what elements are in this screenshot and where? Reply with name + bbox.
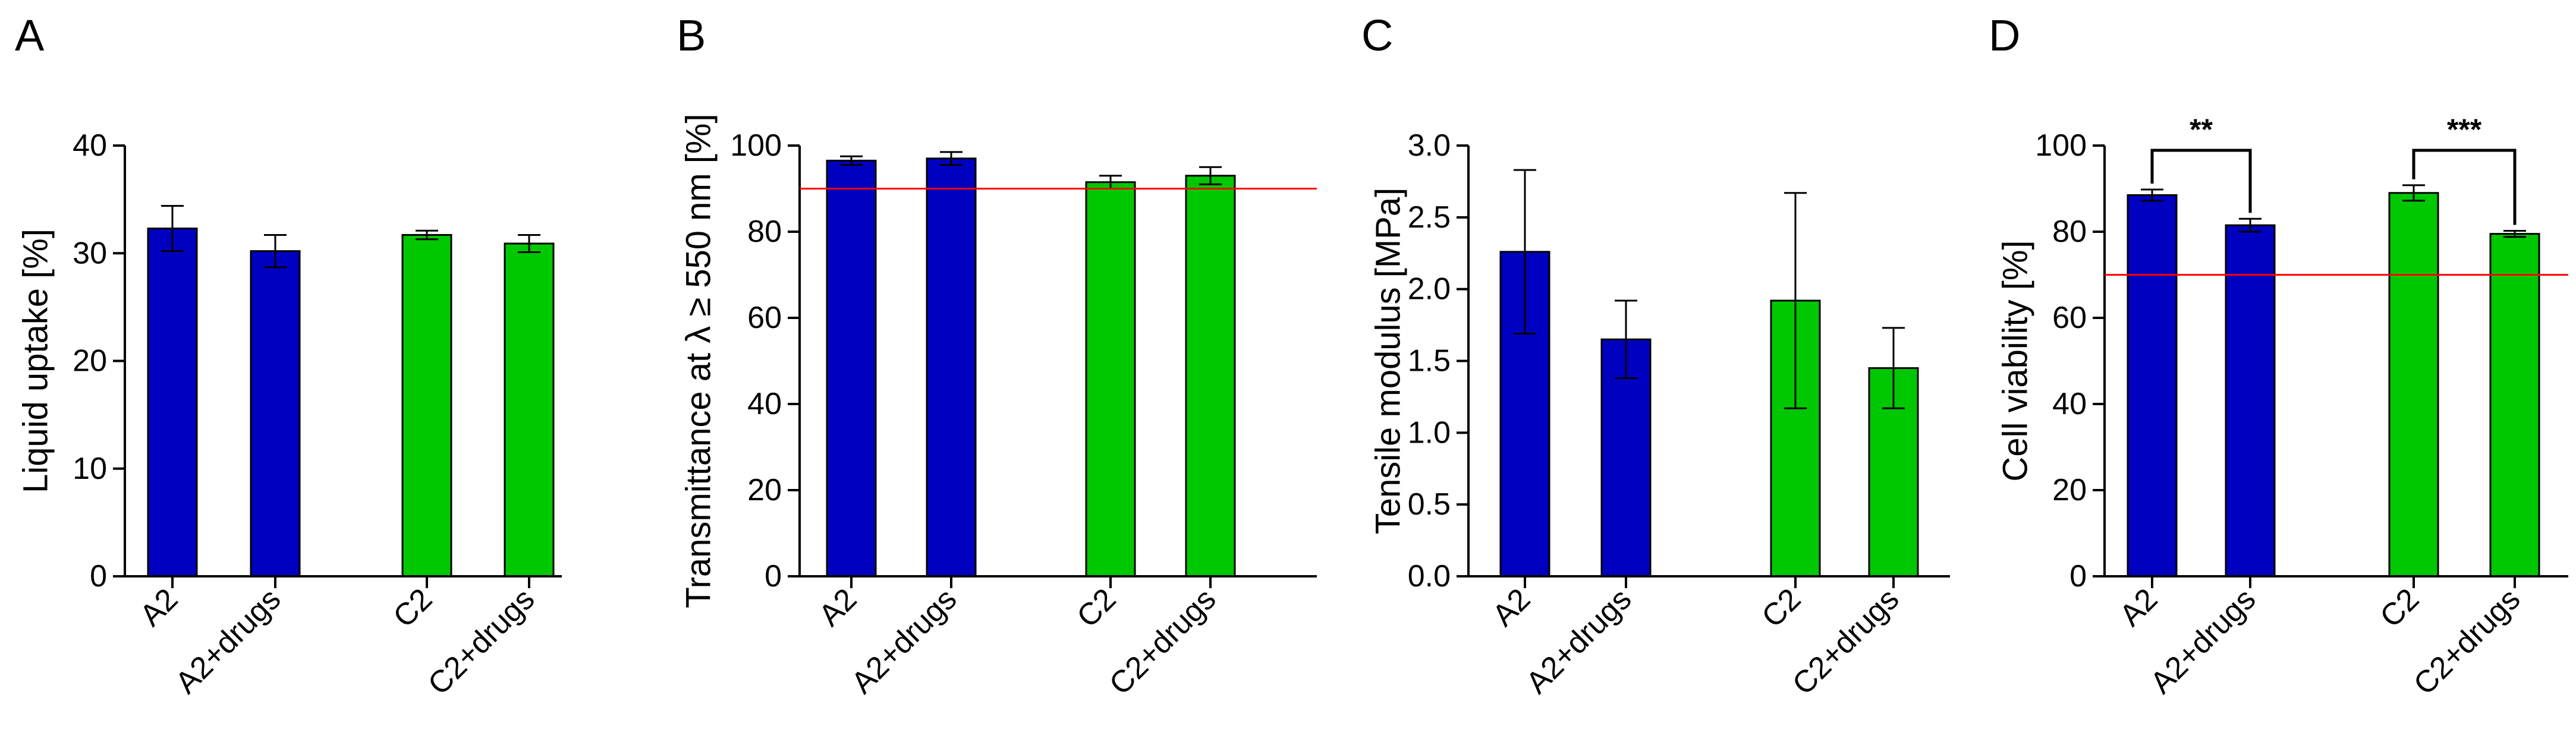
- x-category-label: A2+drugs: [1520, 582, 1638, 700]
- bar-c2: [1085, 181, 1136, 577]
- x-category-label: A2+drugs: [169, 582, 287, 700]
- x-category-label: A2: [812, 582, 863, 633]
- x-category-label: C2+drugs: [422, 582, 541, 701]
- y-axis-label: Tensile modulus [MPa]: [1369, 188, 1408, 534]
- bar-a2: [826, 159, 877, 577]
- significance-label: **: [2190, 113, 2213, 146]
- y-axis-label: Liquid uptake [%]: [17, 229, 55, 493]
- x-category-label: C2: [1755, 582, 1807, 634]
- bar-a2: [2127, 194, 2178, 577]
- bar-c2-plus-drugs: [504, 242, 555, 577]
- bar-a2: [147, 228, 198, 577]
- chart-panel-d: D Cell viability [%] 0 20 40 60 80 100 A2A2+drug…: [1989, 11, 2568, 702]
- y-tick-label: 40: [73, 128, 107, 163]
- chart-panel-c: C Tensile modulus [MPa]0.0 0.5 1.0 1.5 2.0 2.5…: [1361, 11, 1950, 702]
- y-tick-label: 40: [2052, 387, 2087, 421]
- x-category-label: C2+drugs: [1786, 582, 1905, 701]
- y-tick-label: 3.0: [1408, 128, 1451, 163]
- y-tick-label: 0.0: [1408, 559, 1451, 594]
- significance-bracket: [2150, 149, 2252, 213]
- x-category-label: A2+drugs: [845, 582, 963, 700]
- bar-a2-plus-drugs: [926, 157, 977, 577]
- panel-letter: D: [1989, 11, 2020, 60]
- y-tick-label: 60: [2052, 301, 2087, 335]
- y-tick-label: 20: [747, 473, 782, 507]
- y-tick-label: 0: [90, 559, 107, 594]
- bar-a2-plus-drugs: [2225, 224, 2276, 577]
- panel-letter: A: [15, 11, 45, 60]
- y-tick-label: 1.0: [1408, 415, 1451, 450]
- y-tick-label: 60: [747, 301, 782, 335]
- chart-panel-b: B Transmittance at λ ≥ 550 nm [%] 0 20 40 60 8…: [677, 11, 1317, 702]
- y-tick-label: 100: [2035, 128, 2087, 163]
- bar-c2-plus-drugs: [2489, 233, 2540, 577]
- bar-a2-plus-drugs: [250, 250, 301, 577]
- x-category-label: A2: [2113, 582, 2164, 633]
- panel-letter: C: [1361, 11, 1393, 60]
- y-tick-label: 2.5: [1408, 200, 1451, 235]
- panel-letter: B: [677, 11, 706, 60]
- y-tick-label: 2.0: [1408, 272, 1451, 307]
- y-tick-label: 30: [73, 236, 107, 270]
- y-axis-label: Cell viability [%]: [1996, 240, 2035, 481]
- y-tick-label: 40: [747, 387, 782, 421]
- y-axis-label: Transmittance at λ ≥ 550 nm [%]: [680, 113, 718, 608]
- significance-label: ***: [2447, 113, 2482, 146]
- x-category-label: C2: [2373, 582, 2426, 634]
- y-tick-label: 20: [73, 344, 107, 378]
- x-category-label: C2+drugs: [2407, 582, 2527, 701]
- x-category-label: A2: [1486, 582, 1537, 633]
- y-tick-label: 0.5: [1408, 487, 1451, 522]
- bar-c2: [2388, 192, 2439, 577]
- x-category-label: A2+drugs: [2144, 582, 2262, 700]
- y-tick-label: 10: [73, 452, 107, 486]
- y-tick-label: 0: [765, 559, 782, 594]
- x-category-label: C2: [1070, 582, 1122, 634]
- y-tick-label: 0: [2069, 559, 2087, 594]
- x-category-label: A2: [133, 582, 184, 633]
- y-tick-label: 80: [2052, 214, 2087, 249]
- y-tick-label: 100: [730, 128, 782, 163]
- bar-c2-plus-drugs: [1185, 175, 1236, 577]
- significance-bracket: [2412, 149, 2517, 225]
- x-category-label: C2: [386, 582, 439, 634]
- y-tick-label: 20: [2052, 473, 2087, 507]
- bar-c2: [401, 233, 452, 577]
- y-tick-label: 1.5: [1408, 344, 1451, 378]
- y-tick-label: 80: [747, 214, 782, 249]
- x-category-label: C2+drugs: [1103, 582, 1222, 701]
